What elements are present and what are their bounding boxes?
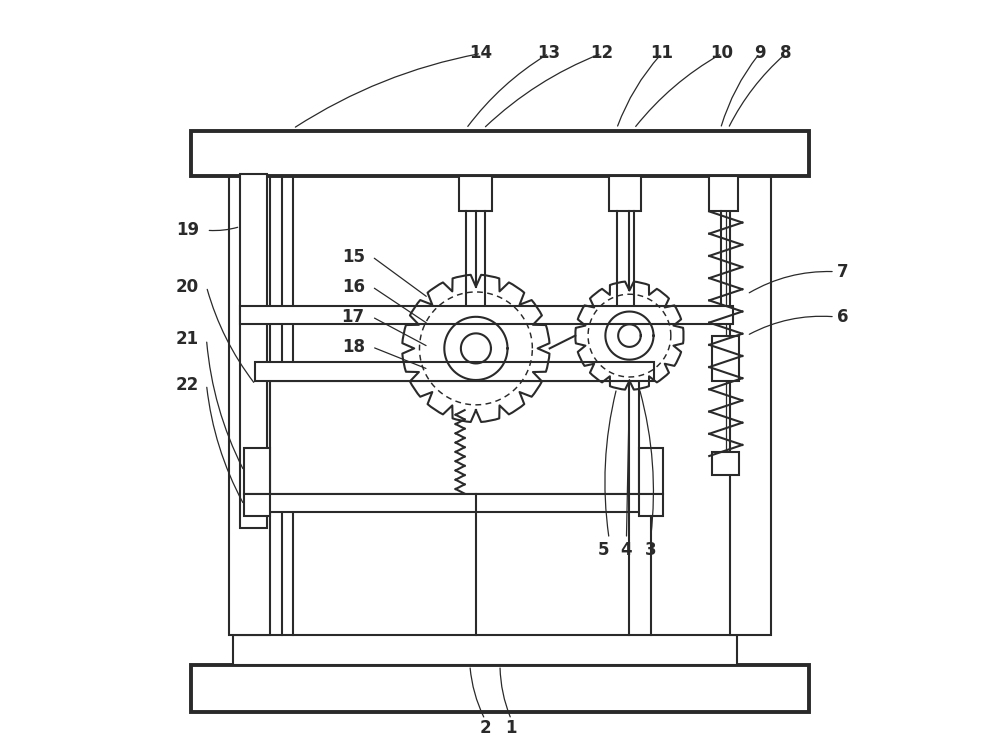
Bar	[255, 362, 654, 381]
Text: 3: 3	[645, 541, 656, 559]
Bar	[229, 176, 270, 635]
Bar	[191, 665, 809, 712]
Bar	[730, 176, 771, 635]
Bar	[639, 449, 663, 494]
Text: 19: 19	[176, 221, 199, 239]
Bar	[233, 635, 737, 665]
Bar	[639, 494, 663, 516]
Bar	[191, 131, 809, 176]
Text: 6: 6	[837, 308, 848, 326]
Text: 16: 16	[342, 277, 365, 296]
Bar	[712, 336, 739, 381]
Bar	[709, 176, 738, 211]
Text: 2: 2	[479, 719, 491, 737]
Bar	[609, 176, 641, 211]
Bar	[244, 494, 270, 516]
Text: 22: 22	[176, 375, 199, 394]
Text: 4: 4	[621, 541, 632, 559]
Text: 17: 17	[342, 308, 365, 326]
Text: 8: 8	[780, 44, 792, 63]
Text: 12: 12	[590, 44, 613, 63]
Text: 20: 20	[176, 277, 199, 296]
Text: 10: 10	[711, 44, 734, 63]
Text: 18: 18	[342, 338, 365, 356]
Text: 11: 11	[650, 44, 673, 63]
Text: 13: 13	[537, 44, 560, 63]
Text: 21: 21	[176, 330, 199, 348]
Text: 5: 5	[598, 541, 610, 559]
Text: 15: 15	[342, 247, 365, 265]
Bar	[255, 494, 654, 513]
Text: 14: 14	[470, 44, 493, 63]
Bar	[270, 381, 639, 494]
Bar	[240, 305, 733, 324]
Bar	[459, 176, 492, 211]
Text: 1: 1	[506, 719, 517, 737]
Bar	[244, 449, 270, 494]
Bar	[240, 173, 267, 528]
Bar	[712, 452, 739, 475]
Text: 7: 7	[837, 262, 848, 280]
Text: 9: 9	[754, 44, 765, 63]
